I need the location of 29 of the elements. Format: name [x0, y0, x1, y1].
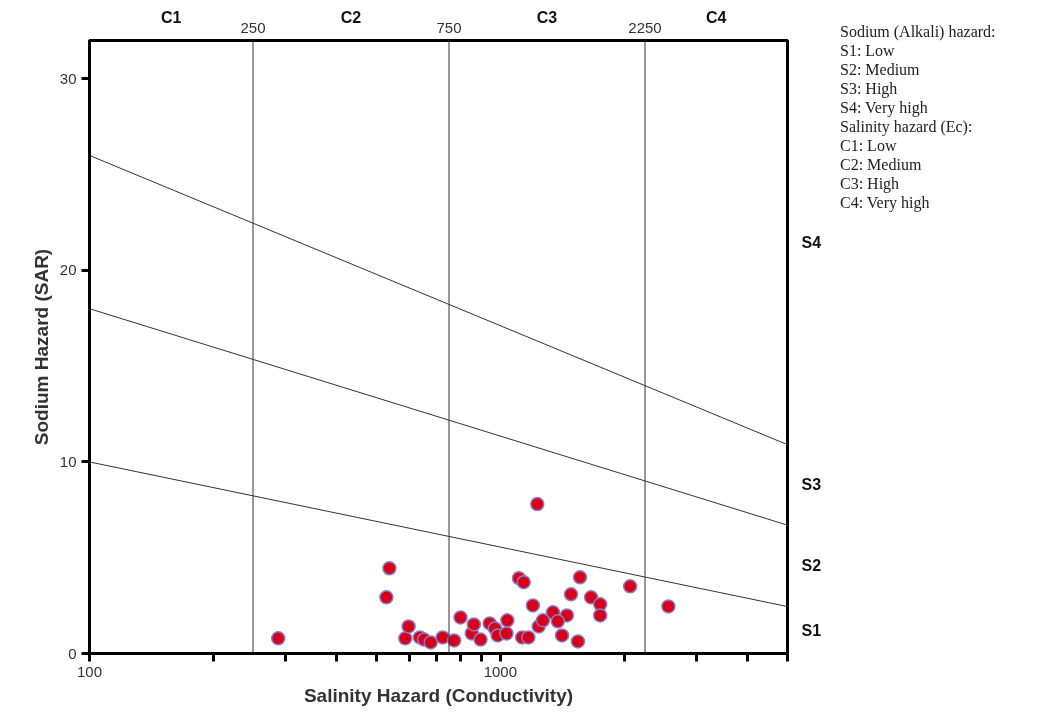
- y-tick-label: 10: [59, 452, 77, 470]
- text: C3: High: [840, 174, 901, 193]
- ref-line-label: 750: [436, 18, 462, 36]
- text: Sodium (Alkali) hazard:: [840, 22, 996, 41]
- x-tick-label: 1000: [483, 662, 518, 680]
- text: C2: [340, 8, 362, 26]
- text: C4: [706, 8, 727, 26]
- text: S3: [801, 476, 822, 494]
- text: S1: [801, 621, 822, 639]
- x-tick-label: 100: [76, 662, 103, 680]
- text: C3: [536, 8, 558, 26]
- text: S2: [801, 557, 822, 575]
- text: C4: Very high: [840, 193, 931, 212]
- text: Salinity hazard (Ec):: [840, 117, 974, 136]
- y-tick-label: 20: [59, 261, 77, 279]
- text: C1: [161, 8, 182, 26]
- text: S3: High: [840, 79, 899, 98]
- text: C2: Medium: [840, 155, 923, 174]
- y-axis-title: Sodium Hazard (SAR): [30, 248, 52, 446]
- text: S1: Low: [840, 41, 896, 60]
- text: S4: [801, 234, 822, 252]
- y-tick-label: 0: [68, 644, 77, 662]
- y-tick-label: 30: [59, 69, 77, 87]
- ref-line-label: 2250: [628, 18, 662, 36]
- x-axis-title: Salinity Hazard (Conductivity): [303, 684, 574, 706]
- text: S2: Medium: [840, 60, 921, 79]
- text: C1: Low: [840, 136, 898, 155]
- ref-line-label: 250: [240, 18, 266, 36]
- text: S4: Very high: [840, 98, 929, 117]
